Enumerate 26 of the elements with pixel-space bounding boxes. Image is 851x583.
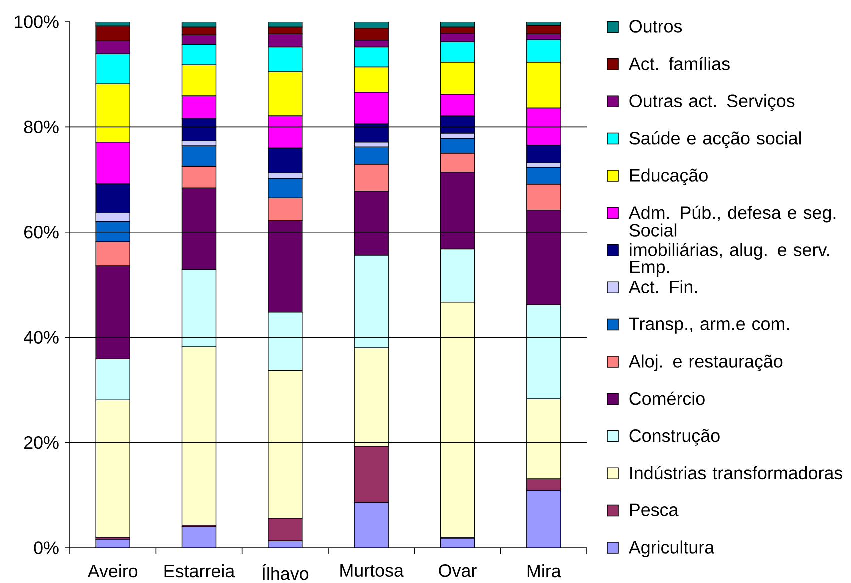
x-tick-label: Mira xyxy=(528,564,562,578)
x-tick-label: Ovar xyxy=(439,564,477,578)
legend-label: Act. famílias xyxy=(628,57,730,70)
x-tick-label: Ílhavo xyxy=(262,564,309,580)
y-tick-label: 0% xyxy=(34,542,59,554)
y-tick-label: 60% xyxy=(24,226,59,239)
x-tick-label: Aveiro xyxy=(88,564,138,578)
y-tick-label: 100% xyxy=(14,16,59,28)
legend-label: Educação xyxy=(630,168,708,186)
y-tick-label: 20% xyxy=(24,436,59,450)
y-tick-label: 80% xyxy=(24,120,59,134)
legend-label: imobiliárias, alug. e serv. Emp. xyxy=(630,243,830,278)
legend-label: Outros xyxy=(630,20,682,33)
legend-label: Saúde e acção social xyxy=(630,131,802,148)
legend-label: Act. Fin. xyxy=(628,280,698,294)
legend-label: Transp., arm.e com. xyxy=(629,318,790,334)
legend-label: Construção xyxy=(630,429,720,446)
legend-label: Outras act. Serviços xyxy=(630,94,795,112)
x-tick-label: Murtosa xyxy=(340,564,404,578)
legend-label: Comércio xyxy=(630,392,705,406)
legend-label: Aloj. e restauração xyxy=(628,354,783,372)
legend-label: Agricultura xyxy=(628,540,715,558)
x-tick-label: Estarreia xyxy=(164,564,236,578)
legend-label: Indústrias transformadoras xyxy=(630,466,843,480)
y-tick-label: 40% xyxy=(24,331,59,344)
legend-label: Pesca xyxy=(630,504,679,516)
